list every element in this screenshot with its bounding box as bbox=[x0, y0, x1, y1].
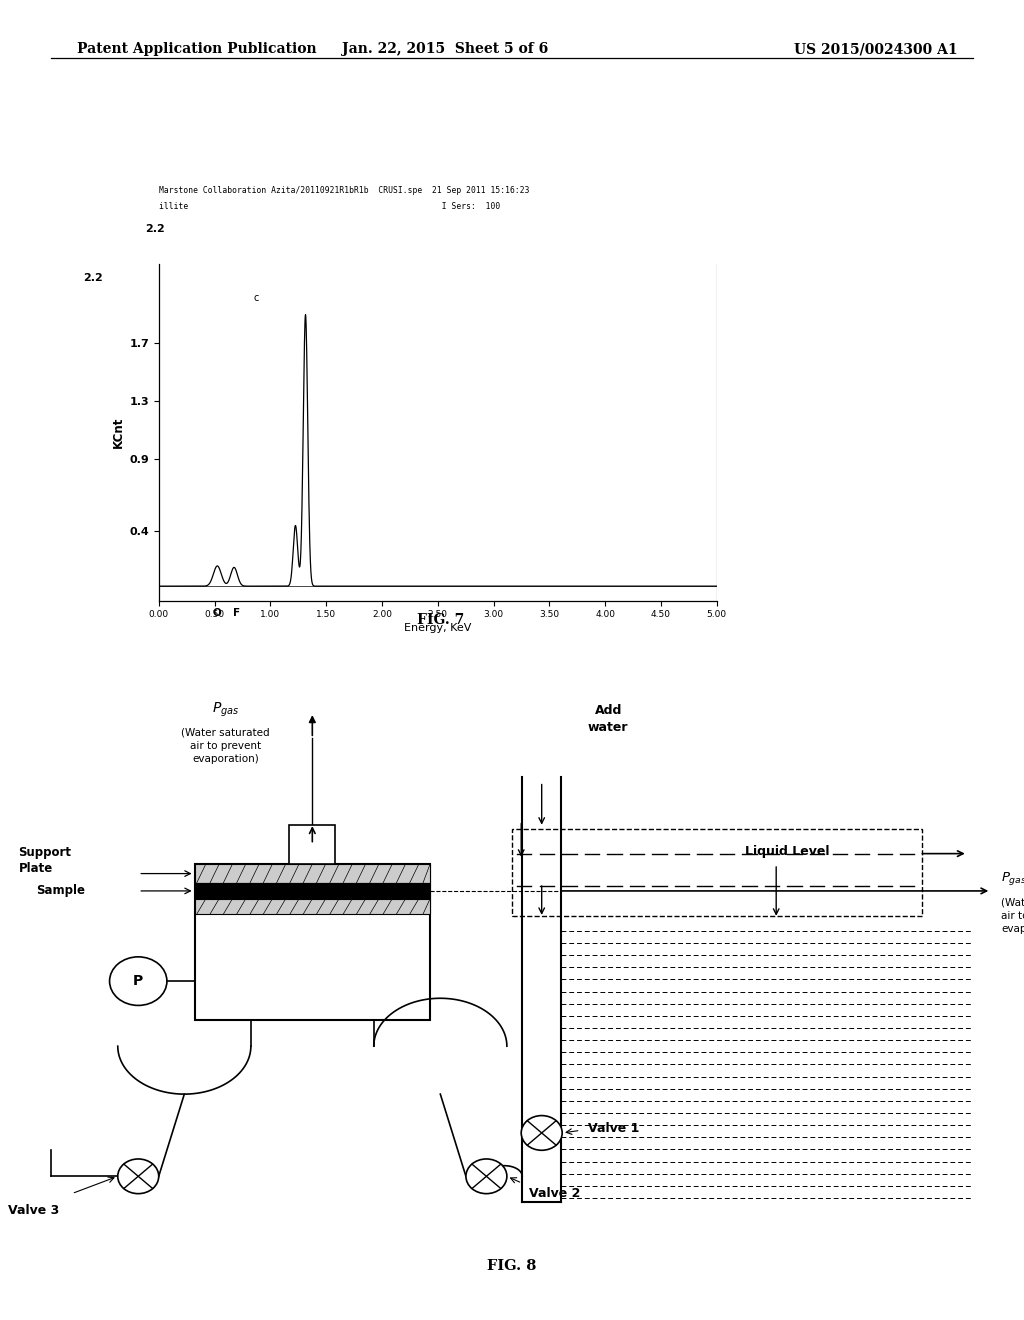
Text: P: P bbox=[133, 974, 143, 989]
Circle shape bbox=[110, 957, 167, 1006]
Text: (Water saturated
air to prevent
evaporation): (Water saturated air to prevent evaporat… bbox=[181, 727, 269, 764]
Text: FIG. 7: FIG. 7 bbox=[417, 614, 464, 627]
Text: Support
Plate: Support Plate bbox=[18, 846, 72, 875]
Text: Liquid Level: Liquid Level bbox=[745, 845, 830, 858]
Text: (Water saturated
air to prevent
evaporation): (Water saturated air to prevent evaporat… bbox=[1001, 898, 1024, 935]
Text: 2.2: 2.2 bbox=[83, 273, 102, 284]
Bar bbox=[195, 899, 430, 915]
Text: $P_{gas}$: $P_{gas}$ bbox=[1001, 870, 1024, 887]
Text: 2.2: 2.2 bbox=[145, 223, 165, 234]
Text: $P_{gas}$: $P_{gas}$ bbox=[212, 701, 239, 718]
Text: illite                                                    I Sers:  100: illite I Sers: 100 bbox=[159, 202, 500, 211]
Bar bbox=[195, 883, 430, 899]
Text: Sample: Sample bbox=[36, 884, 85, 898]
Text: Valve 3: Valve 3 bbox=[8, 1204, 59, 1217]
Circle shape bbox=[466, 1159, 507, 1193]
Text: Add
water: Add water bbox=[588, 704, 629, 734]
Bar bbox=[195, 865, 430, 1020]
Text: F: F bbox=[233, 607, 241, 618]
X-axis label: Energy, KeV: Energy, KeV bbox=[404, 623, 471, 634]
Text: Patent Application Publication: Patent Application Publication bbox=[77, 42, 316, 57]
Text: Valve 1: Valve 1 bbox=[588, 1122, 639, 1135]
Text: Marstone Collaboration Azita/20110921R1bR1b  CRUSI.spe  21 Sep 2011 15:16:23: Marstone Collaboration Azita/20110921R1b… bbox=[159, 186, 529, 195]
Text: US 2015/0024300 A1: US 2015/0024300 A1 bbox=[794, 42, 957, 57]
Text: c: c bbox=[254, 293, 259, 304]
Text: Valve 2: Valve 2 bbox=[529, 1187, 581, 1200]
Text: O: O bbox=[213, 607, 221, 618]
Y-axis label: KCnt: KCnt bbox=[112, 417, 125, 447]
Bar bbox=[512, 829, 922, 916]
Circle shape bbox=[521, 1115, 562, 1150]
Text: FIG. 8: FIG. 8 bbox=[487, 1259, 537, 1272]
Circle shape bbox=[118, 1159, 159, 1193]
Bar bbox=[289, 825, 336, 865]
Bar bbox=[195, 865, 430, 883]
Text: Jan. 22, 2015  Sheet 5 of 6: Jan. 22, 2015 Sheet 5 of 6 bbox=[342, 42, 549, 57]
